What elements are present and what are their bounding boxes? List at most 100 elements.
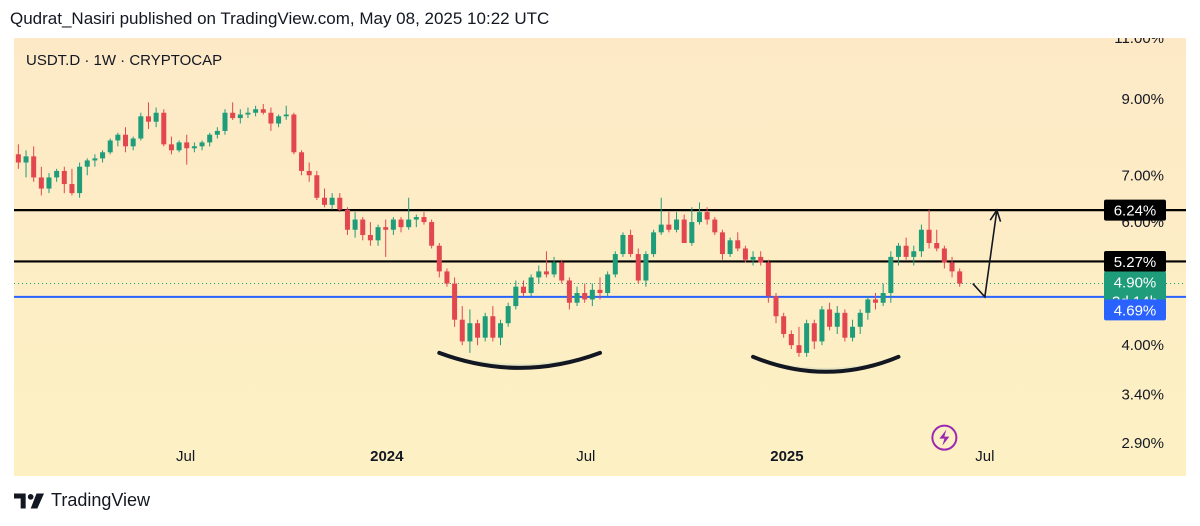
candle-body bbox=[184, 142, 190, 149]
candle-body bbox=[245, 112, 251, 115]
candle-body bbox=[765, 262, 771, 297]
y-tick-label: 3.40% bbox=[1121, 387, 1164, 404]
candle-body bbox=[459, 319, 465, 342]
y-tick-label: 2.90% bbox=[1121, 435, 1164, 452]
projection-path bbox=[972, 210, 998, 299]
candle-body bbox=[643, 254, 649, 281]
candle-body bbox=[635, 254, 641, 281]
candle-body bbox=[390, 219, 396, 230]
candle-body bbox=[536, 271, 542, 278]
y-tick-label: 11.00% bbox=[1114, 38, 1164, 47]
candle-body bbox=[559, 262, 565, 281]
candle-body bbox=[130, 138, 136, 147]
symbol-info: USDT.D · 1W · CRYPTOCAP bbox=[26, 52, 223, 69]
candle-body bbox=[84, 160, 90, 167]
resistance-lower-tag bbox=[1104, 250, 1166, 272]
candle-body bbox=[421, 217, 427, 223]
candles bbox=[15, 102, 963, 357]
candle-body bbox=[398, 219, 404, 228]
candle-body bbox=[513, 286, 519, 307]
y-axis[interactable]: 11.00%9.00%7.00%6.00%4.00%3.40%2.90% bbox=[1114, 38, 1164, 452]
candle-body bbox=[750, 256, 756, 260]
candle-body bbox=[781, 316, 787, 335]
candle-body bbox=[329, 197, 335, 205]
candle-body bbox=[444, 271, 450, 284]
annotations bbox=[437, 350, 901, 374]
lightning-icon-ring bbox=[931, 424, 958, 451]
tradingview-footer[interactable]: TradingView bbox=[14, 490, 150, 511]
candle-body bbox=[54, 170, 60, 178]
candle-body bbox=[819, 309, 825, 342]
candle-body bbox=[138, 116, 144, 139]
candle-body bbox=[589, 289, 595, 300]
candle-body bbox=[941, 248, 947, 263]
resistance-upper-tag-text: 6.24% bbox=[1114, 203, 1157, 220]
support-tag bbox=[1104, 299, 1166, 321]
lightning-icon bbox=[939, 429, 950, 446]
candle-body bbox=[597, 289, 603, 294]
candle-body bbox=[406, 219, 412, 228]
y-tick-label: 4.00% bbox=[1121, 337, 1164, 354]
candle-body bbox=[742, 248, 748, 260]
projection-arrowhead bbox=[989, 208, 1002, 222]
candle-body bbox=[77, 166, 83, 194]
candle-body bbox=[612, 254, 618, 275]
tradingview-brand-text: TradingView bbox=[51, 490, 151, 510]
candle-body bbox=[214, 130, 220, 135]
candle-body bbox=[689, 222, 695, 244]
candlestick-chart[interactable]: 11.00%9.00%7.00%6.00%4.00%3.40%2.90% Jul… bbox=[14, 38, 1186, 476]
x-axis[interactable]: Jul 2024 Jul 2025 Jul bbox=[176, 448, 994, 465]
candle-body bbox=[482, 316, 488, 338]
candle-body bbox=[528, 277, 534, 294]
candle-body bbox=[31, 156, 37, 178]
candle-body bbox=[674, 219, 680, 230]
lightning-icon[interactable] bbox=[931, 424, 958, 451]
chart-area[interactable]: 11.00% 9.00% 7.00% 6.00% 4.00% 3.40% 2.90% Jul… bbox=[14, 38, 1186, 476]
candle-body bbox=[230, 112, 236, 119]
price-tags: 6.24%5.27%4.90%3d 14h4.69% bbox=[1104, 199, 1166, 321]
candle-body bbox=[15, 154, 21, 163]
candle-body bbox=[321, 197, 327, 205]
candle-body bbox=[191, 146, 197, 149]
candle-body bbox=[291, 114, 297, 153]
candle-body bbox=[237, 114, 243, 119]
candle-body bbox=[168, 144, 174, 151]
candle-body bbox=[199, 142, 205, 147]
annotation-arc bbox=[437, 350, 602, 370]
candle-body bbox=[505, 306, 511, 324]
tradingview-logo-icon bbox=[14, 493, 44, 508]
candle-body bbox=[811, 323, 817, 342]
candle-body bbox=[38, 177, 44, 189]
candle-body bbox=[299, 152, 305, 171]
candle-body bbox=[651, 232, 657, 255]
candle-body bbox=[123, 134, 129, 147]
x-tick-label: Jul bbox=[576, 448, 595, 465]
x-tick-label: Jul bbox=[176, 448, 195, 465]
candle-body bbox=[383, 227, 389, 230]
candle-body bbox=[719, 232, 725, 255]
candle-body bbox=[857, 312, 863, 327]
candle-body bbox=[712, 219, 718, 233]
candle-body bbox=[605, 274, 611, 294]
resistance-lower-tag-text: 5.27% bbox=[1114, 254, 1157, 271]
candle-body bbox=[895, 245, 901, 257]
candle-body bbox=[574, 293, 580, 303]
candle-body bbox=[100, 152, 106, 159]
candle-body bbox=[758, 256, 764, 263]
candle-body bbox=[61, 170, 67, 185]
candle-body bbox=[498, 323, 504, 338]
annotation-arc bbox=[751, 354, 901, 374]
x-tick-label: 2024 bbox=[370, 448, 404, 465]
candle-body bbox=[957, 271, 963, 284]
current-price-tag-text: 4.90% bbox=[1114, 275, 1157, 292]
candle-body bbox=[735, 240, 741, 249]
candle-body bbox=[283, 114, 289, 117]
candle-body bbox=[681, 219, 687, 244]
candle-body bbox=[850, 326, 856, 338]
candle-body bbox=[337, 197, 343, 210]
candle-body bbox=[69, 184, 75, 194]
candle-body bbox=[176, 142, 182, 151]
candle-body bbox=[92, 158, 98, 161]
publication-header: Qudrat_Nasiri published on TradingView.c… bbox=[10, 9, 550, 28]
candle-body bbox=[804, 323, 810, 353]
